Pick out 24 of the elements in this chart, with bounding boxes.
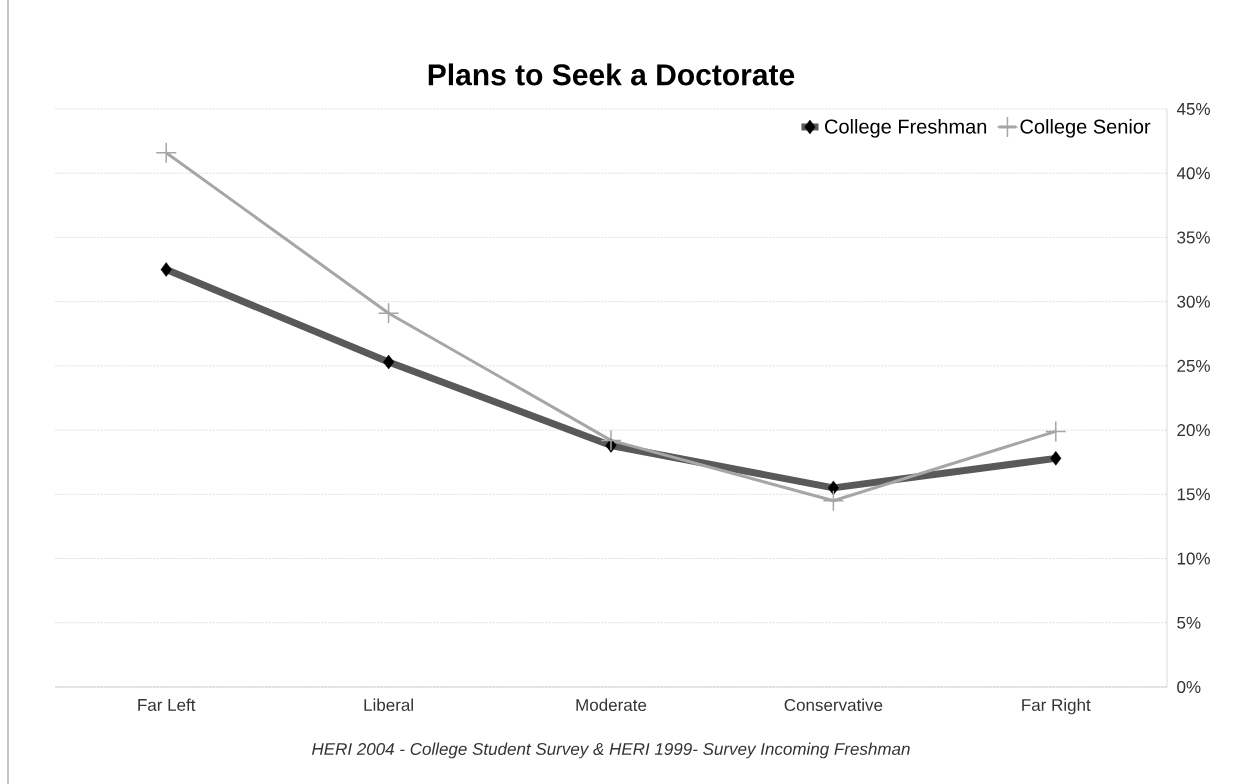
point [155,141,177,164]
y-tick-label: 25% [1177,359,1210,372]
legend-label: College Freshman [825,118,987,138]
y-tick-label: 10% [1177,552,1210,565]
point [377,302,400,324]
x-tick-label: Moderate [576,698,647,712]
x-tick-label: Far Left [138,698,196,711]
y-tick-label: 30% [1177,295,1210,308]
y-tick-label: 5% [1177,616,1201,629]
y-tick-label: 35% [1177,231,1210,244]
x-tick-label: Liberal [364,698,413,712]
point [1045,420,1067,443]
y-tick-label: 0% [1177,680,1201,694]
y-tick-label: 20% [1177,424,1210,437]
y-tick-label: 40% [1176,167,1210,180]
point [822,489,845,512]
y-tick-label: 15% [1177,488,1210,501]
x-tick-label: Conservative [784,698,883,712]
chart-title: Plans to Seek a Doctorate [428,63,795,86]
point [600,429,622,452]
y-tick-label: 45% [1176,103,1210,115]
legend-label: College Senior [1020,118,1151,138]
text: HERI 2004 - College Student Survey & HERI 1999- Survey Incoming Freshman [311,742,910,759]
x-tick-label: Far Right [1022,698,1091,715]
